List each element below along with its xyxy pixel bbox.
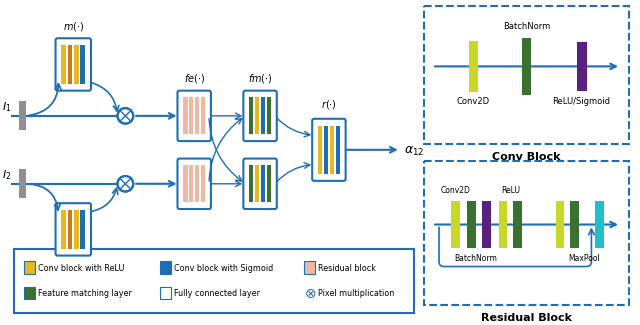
- Bar: [330, 125, 334, 174]
- Bar: [468, 41, 478, 92]
- Bar: [189, 165, 193, 202]
- Bar: [595, 201, 604, 248]
- Text: Conv2D: Conv2D: [441, 187, 470, 195]
- FancyBboxPatch shape: [56, 38, 91, 91]
- Bar: [160, 261, 171, 274]
- Bar: [499, 201, 508, 248]
- Bar: [195, 98, 200, 134]
- Bar: [324, 125, 328, 174]
- Bar: [513, 201, 522, 248]
- Circle shape: [118, 108, 133, 124]
- Text: Residual Block: Residual Block: [481, 313, 572, 323]
- Text: $r(\cdot)$: $r(\cdot)$: [321, 98, 337, 111]
- Text: $fm(\cdot)$: $fm(\cdot)$: [248, 72, 273, 85]
- Text: ReLU/Sigmoid: ReLU/Sigmoid: [552, 98, 611, 106]
- Bar: [261, 165, 265, 202]
- FancyBboxPatch shape: [424, 6, 628, 144]
- FancyBboxPatch shape: [312, 119, 346, 181]
- FancyBboxPatch shape: [56, 203, 91, 255]
- FancyBboxPatch shape: [243, 91, 276, 141]
- Bar: [467, 201, 476, 248]
- Text: Conv block with ReLU: Conv block with ReLU: [38, 264, 124, 273]
- Bar: [522, 38, 531, 95]
- FancyBboxPatch shape: [177, 91, 211, 141]
- Text: $I_1$: $I_1$: [2, 100, 12, 114]
- Bar: [577, 42, 586, 91]
- Bar: [68, 210, 72, 249]
- Bar: [255, 165, 259, 202]
- Bar: [160, 287, 171, 299]
- Bar: [189, 98, 193, 134]
- Bar: [19, 169, 26, 198]
- Text: Conv Block: Conv Block: [492, 152, 561, 162]
- Bar: [14, 249, 415, 313]
- FancyBboxPatch shape: [243, 159, 276, 209]
- Text: BatchNorm: BatchNorm: [503, 22, 550, 32]
- Text: BatchNorm: BatchNorm: [454, 254, 497, 263]
- Text: Pixel multiplication: Pixel multiplication: [318, 289, 394, 298]
- Bar: [304, 261, 315, 274]
- Bar: [201, 165, 205, 202]
- Bar: [261, 98, 265, 134]
- Text: $I_2$: $I_2$: [2, 168, 12, 182]
- Bar: [249, 165, 253, 202]
- Text: $\otimes$: $\otimes$: [304, 287, 317, 301]
- Bar: [482, 201, 491, 248]
- Bar: [249, 98, 253, 134]
- Bar: [556, 201, 564, 248]
- Bar: [195, 165, 200, 202]
- Bar: [61, 210, 66, 249]
- Text: Conv2D: Conv2D: [457, 98, 490, 106]
- Bar: [74, 210, 79, 249]
- Bar: [318, 125, 323, 174]
- Bar: [570, 201, 579, 248]
- Text: $\alpha_{12}$: $\alpha_{12}$: [404, 145, 424, 158]
- Bar: [19, 101, 26, 130]
- Bar: [267, 165, 271, 202]
- Bar: [183, 98, 188, 134]
- Bar: [255, 98, 259, 134]
- Text: ReLU: ReLU: [501, 187, 520, 195]
- Text: Conv block with Sigmoid: Conv block with Sigmoid: [173, 264, 273, 273]
- Bar: [201, 98, 205, 134]
- Bar: [335, 125, 340, 174]
- Bar: [267, 98, 271, 134]
- Text: Feature matching layer: Feature matching layer: [38, 289, 132, 298]
- Text: $fe(\cdot)$: $fe(\cdot)$: [184, 72, 205, 85]
- Text: Fully connected layer: Fully connected layer: [173, 289, 260, 298]
- Bar: [451, 201, 460, 248]
- Text: MaxPool: MaxPool: [569, 254, 600, 263]
- Text: $m(\cdot)$: $m(\cdot)$: [63, 20, 84, 33]
- Bar: [68, 45, 72, 84]
- FancyBboxPatch shape: [177, 159, 211, 209]
- Bar: [81, 210, 85, 249]
- Bar: [61, 45, 66, 84]
- Bar: [81, 45, 85, 84]
- Bar: [24, 287, 35, 299]
- Bar: [74, 45, 79, 84]
- Text: Residual block: Residual block: [318, 264, 376, 273]
- Bar: [183, 165, 188, 202]
- Circle shape: [118, 176, 133, 191]
- FancyBboxPatch shape: [424, 162, 628, 305]
- Bar: [24, 261, 35, 274]
